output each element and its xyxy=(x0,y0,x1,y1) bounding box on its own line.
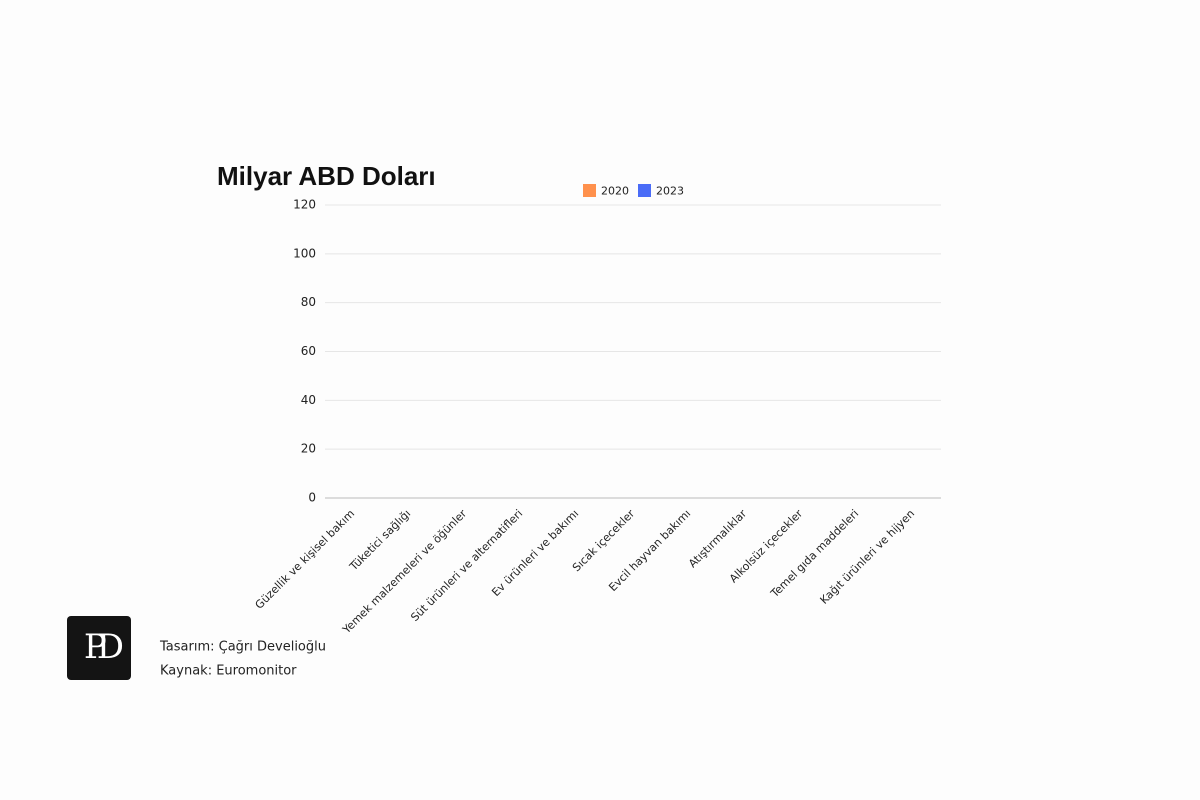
legend-label: 2023 xyxy=(656,185,684,198)
y-tick-label: 20 xyxy=(301,442,316,456)
y-tick-label: 120 xyxy=(293,198,316,212)
y-tick-label: 60 xyxy=(301,344,316,358)
x-tick-label: Süt ürünleri ve alternatifleri xyxy=(408,507,525,624)
source: Kaynak: Euromonitor xyxy=(160,664,297,679)
x-tick-label: Kağıt ürünleri ve hijyen xyxy=(817,507,917,607)
design-credit: Tasarım: Çağrı Develioğlu xyxy=(159,640,326,655)
legend-swatch xyxy=(638,184,651,197)
y-tick-label: 100 xyxy=(293,246,316,260)
chart-title: Milyar ABD Doları xyxy=(217,161,436,191)
legend-label: 2020 xyxy=(601,185,629,198)
legend-swatch xyxy=(583,184,596,197)
y-tick-label: 0 xyxy=(308,491,316,505)
x-tick-label: Atıştırmalıklar xyxy=(686,507,750,571)
y-tick-label: 80 xyxy=(301,295,316,309)
logo-box xyxy=(67,616,131,680)
x-tick-label: Güzellik ve kişisel bakım xyxy=(253,507,358,612)
y-tick-label: 40 xyxy=(301,393,316,407)
